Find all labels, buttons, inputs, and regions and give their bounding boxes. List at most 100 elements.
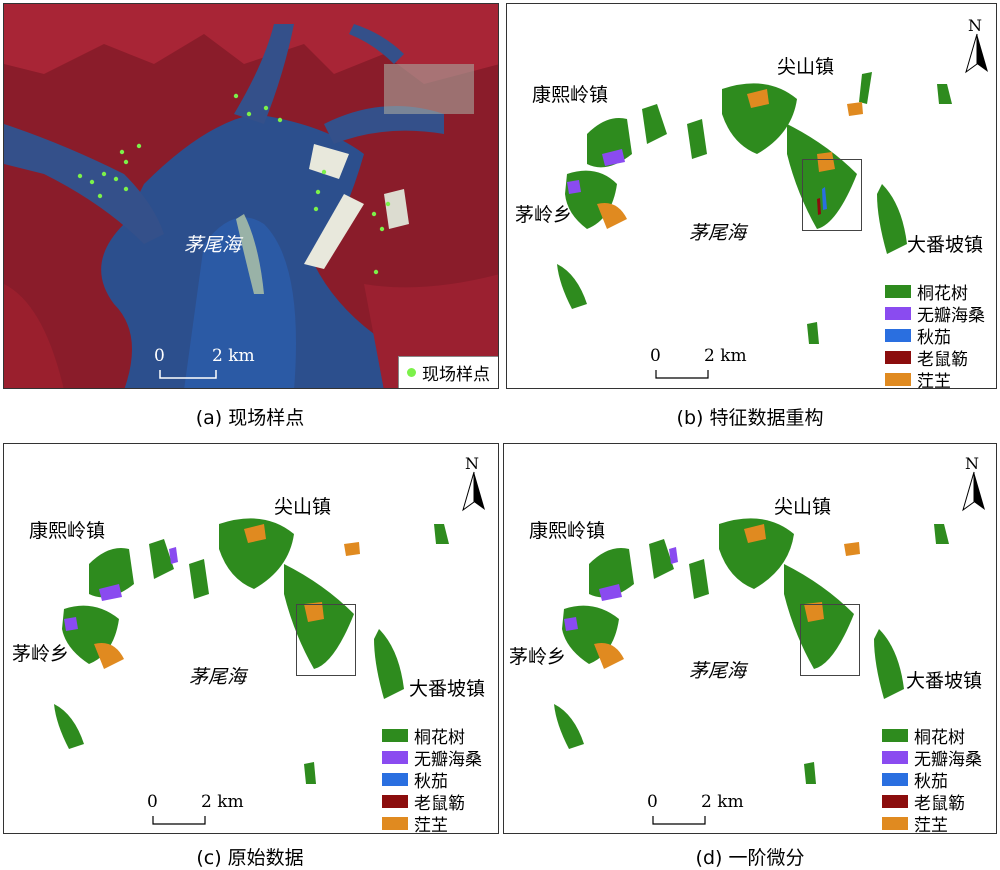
field-point	[233, 93, 239, 99]
place-dafanpo: 大番坡镇	[907, 234, 984, 256]
field-point-label: 现场样点	[422, 365, 490, 385]
place-kangxiling: 康熙岭镇	[532, 84, 609, 106]
scale-left-label: 0	[650, 346, 661, 366]
legend-label: 无瓣海桑	[914, 749, 982, 770]
scale-right-label: 2 km	[704, 346, 747, 366]
legend-swatch	[382, 750, 408, 764]
legend-label: 秋茄	[917, 327, 951, 348]
north-arrow: N	[959, 454, 989, 514]
legend-label: 秋茄	[414, 771, 448, 792]
place-kangxiling: 康熙岭镇	[29, 520, 106, 542]
place-dafanpo: 大番坡镇	[906, 670, 983, 692]
place-maoling: 茅岭乡	[509, 646, 567, 668]
caption-b: (b) 特征数据重构	[676, 407, 824, 429]
field-point	[89, 179, 95, 185]
field-point	[123, 186, 129, 192]
inset-box	[800, 604, 860, 676]
legend: 桐花树 无瓣海桑 秋茄 老鼠簕 茳芏	[882, 724, 982, 834]
field-point	[246, 111, 252, 117]
panel-b-feature-reconstruction: N 尖山镇 康熙岭镇 茅岭乡 大番坡镇 茅尾海 0 2 km 桐花树 无瓣海桑 …	[506, 3, 997, 389]
scale-left-label: 0	[647, 792, 658, 812]
legend-item: 茳芏	[882, 812, 982, 834]
field-point	[321, 169, 327, 175]
legend-swatch	[882, 772, 908, 786]
legend-label: 茳芏	[914, 815, 948, 834]
legend-item: 桐花树	[382, 724, 482, 748]
scale-bar: 0 2 km	[154, 346, 274, 388]
legend-item: 无瓣海桑	[882, 746, 982, 770]
mangrove-map	[54, 518, 449, 784]
scale-right-label: 2 km	[701, 792, 744, 812]
panel-c-original-data: N 尖山镇 康熙岭镇 茅岭乡 大番坡镇 茅尾海 0 2 km 桐花树 无瓣海桑 …	[3, 443, 499, 834]
north-letter: N	[465, 454, 479, 473]
field-point	[263, 105, 269, 111]
legend-item: 桐花树	[882, 724, 982, 748]
field-point	[113, 176, 119, 182]
panel-a-field-samples: 茅尾海 0 2 km 现场样点	[3, 3, 499, 389]
field-point	[315, 189, 321, 195]
field-point	[277, 117, 283, 123]
caption-d: (d) 一阶微分	[695, 847, 805, 869]
sea-label: 茅尾海	[689, 222, 747, 244]
legend-label: 无瓣海桑	[414, 749, 482, 770]
sea-label: 茅尾海	[189, 666, 247, 688]
scale-right-label: 2 km	[201, 792, 244, 812]
legend-swatch	[885, 328, 911, 342]
scale-bar: 0 2 km	[147, 792, 267, 833]
legend-swatch	[882, 750, 908, 764]
caption-c: (c) 原始数据	[196, 847, 304, 869]
legend-label: 茳芏	[414, 815, 448, 834]
legend-item: 秋茄	[885, 324, 985, 348]
legend-swatch	[382, 794, 408, 808]
north-arrow-icon	[965, 33, 988, 74]
legend-item: 茳芏	[885, 368, 985, 389]
legend-item: 老鼠簕	[882, 790, 982, 814]
legend-swatch	[382, 772, 408, 786]
satellite-image	[4, 4, 498, 388]
field-point	[101, 171, 107, 177]
place-dafanpo: 大番坡镇	[409, 678, 486, 700]
scale-bar: 0 2 km	[647, 792, 767, 833]
scale-right-label: 2 km	[212, 346, 255, 366]
north-letter: N	[965, 454, 979, 473]
inset-box	[296, 604, 356, 676]
field-point	[77, 173, 83, 179]
legend-label: 老鼠簕	[914, 793, 965, 814]
legend-swatch	[882, 728, 908, 742]
legend-label: 桐花树	[414, 727, 465, 748]
legend-label: 老鼠簕	[917, 349, 968, 370]
place-jianshan: 尖山镇	[274, 496, 332, 518]
sea-label: 茅尾海	[689, 660, 747, 682]
legend-label: 无瓣海桑	[917, 305, 985, 326]
field-point	[119, 149, 125, 155]
legend: 桐花树 无瓣海桑 秋茄 老鼠簕 茳芏	[885, 280, 985, 389]
north-arrow: N	[962, 16, 992, 76]
field-point-icon	[407, 368, 416, 377]
legend-swatch	[885, 306, 911, 320]
legend-label: 茳芏	[917, 371, 951, 389]
field-point	[136, 143, 142, 149]
panel-d-first-derivative: N 尖山镇 康熙岭镇 茅岭乡 大番坡镇 茅尾海 0 2 km 桐花树 无瓣海桑 …	[503, 443, 997, 834]
field-point	[123, 159, 129, 165]
legend-item: 无瓣海桑	[382, 746, 482, 770]
legend-item: 无瓣海桑	[885, 302, 985, 326]
north-letter: N	[968, 16, 982, 35]
north-arrow: N	[459, 454, 489, 514]
place-maoling: 茅岭乡	[12, 643, 70, 665]
legend-item: 老鼠簕	[382, 790, 482, 814]
caption-a: (a) 现场样点	[195, 407, 305, 429]
legend-swatch	[885, 350, 911, 364]
mangrove-map	[557, 72, 952, 344]
legend-swatch	[382, 728, 408, 742]
scale-line	[655, 370, 709, 379]
scale-line	[152, 816, 206, 825]
legend-item: 老鼠簕	[885, 346, 985, 370]
legend-label: 桐花树	[914, 727, 965, 748]
north-arrow-icon	[962, 471, 985, 512]
legend-label: 桐花树	[917, 283, 968, 304]
scale-left-label: 0	[154, 346, 165, 366]
field-point	[385, 201, 391, 207]
scale-left-label: 0	[147, 792, 158, 812]
field-point	[379, 226, 385, 232]
field-points-layer	[77, 93, 391, 275]
